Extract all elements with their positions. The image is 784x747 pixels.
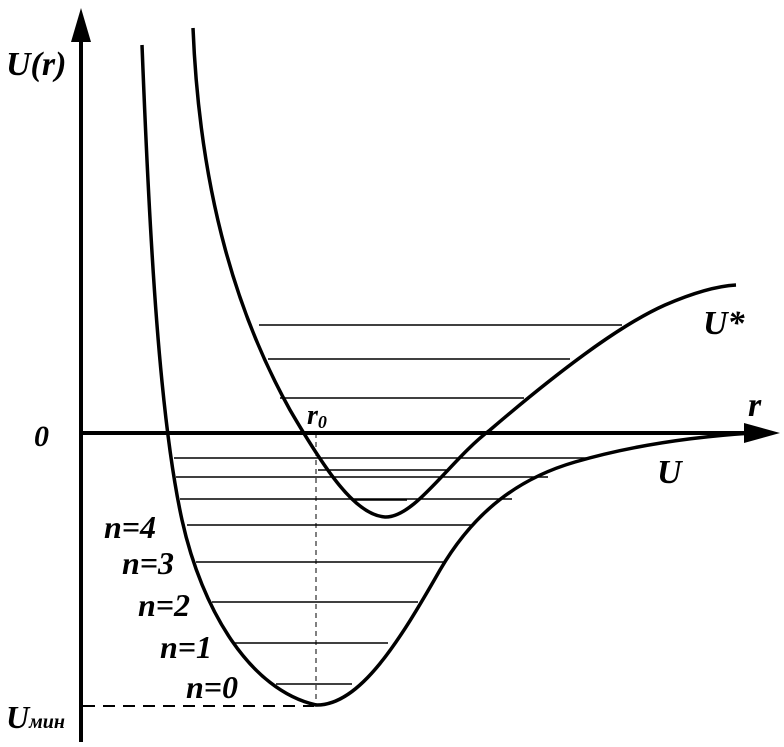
excited-curve-label: U* — [703, 305, 746, 342]
umin-label: Uмин — [6, 699, 65, 735]
level-label-n1: n=1 — [160, 629, 212, 665]
y-axis-arrow — [71, 8, 91, 42]
origin-label: 0 — [34, 420, 49, 453]
y-axis-label: U(r) — [6, 46, 66, 83]
level-label-n2: n=2 — [138, 587, 190, 623]
r0-label: r0 — [307, 400, 327, 432]
ground-potential-curve — [140, 44, 753, 707]
umin-label-sub: мин — [28, 711, 65, 733]
r0-label-main: r — [307, 400, 319, 431]
excited-potential-curve — [191, 27, 737, 519]
x-axis-label: r — [748, 387, 762, 424]
level-label-n3: n=3 — [122, 545, 174, 581]
umin-label-main: U — [6, 699, 31, 735]
r0-label-sub: 0 — [318, 412, 327, 432]
ground-state-levels — [174, 457, 592, 685]
ground-curve-label: U — [657, 454, 684, 491]
level-label-n4: n=4 — [104, 509, 156, 545]
excited-state-levels — [259, 324, 622, 501]
level-label-n0: n=0 — [186, 669, 238, 705]
x-axis-arrow — [744, 423, 780, 443]
